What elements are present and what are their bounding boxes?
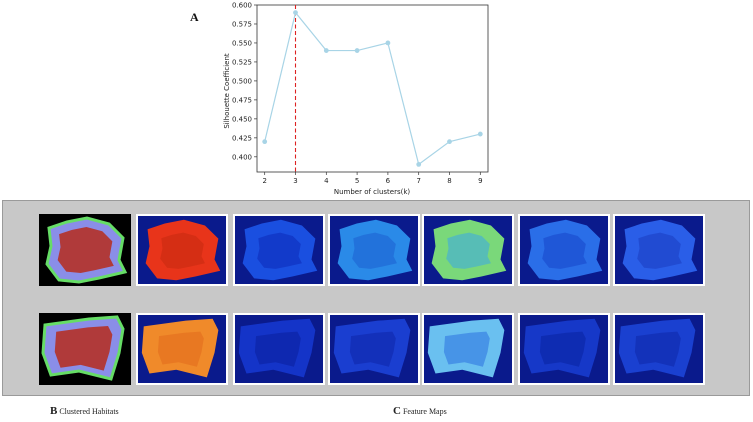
data-point <box>354 48 360 53</box>
feature-map <box>422 214 514 286</box>
x-tick-label: 9 <box>478 177 482 185</box>
clustered-habitat-map <box>39 214 131 286</box>
feature-map <box>233 214 325 286</box>
data-point <box>262 139 268 145</box>
x-axis-label: Number of clusters(k) <box>334 188 411 196</box>
chart-marks <box>262 5 483 172</box>
panel-c-letter: C <box>393 405 401 417</box>
panel-c-caption: Feature Maps <box>402 407 447 416</box>
y-axis-label: Silhouette Coefficient <box>223 53 231 129</box>
y-tick-label: 0.525 <box>232 58 252 66</box>
data-point <box>477 131 483 137</box>
series-line <box>264 11 481 166</box>
data-point <box>293 10 298 15</box>
clustered-habitat-map <box>39 313 131 385</box>
x-tick-label: 2 <box>262 177 266 185</box>
feature-map <box>328 313 420 385</box>
silhouette-chart: 2 3 4 5 6 7 8 9 0.400 0.425 0.450 0.475 0.500 0.525 0.… <box>223 2 489 196</box>
data-point <box>323 48 329 53</box>
x-tick-label: 7 <box>416 177 420 185</box>
feature-map <box>233 313 325 385</box>
chart-axes: 2 3 4 5 6 7 8 9 0.400 0.425 0.450 0.475 0.500 0.525 0.… <box>232 2 489 185</box>
feature-map <box>422 313 514 385</box>
x-tick-label: 5 <box>355 177 359 185</box>
feature-map <box>518 214 610 286</box>
y-tick-label: 0.575 <box>232 20 252 28</box>
panel-b-caption: Clustered Habitats <box>59 407 119 416</box>
caption-c: C Feature Maps <box>393 405 447 417</box>
x-tick-label: 8 <box>447 177 451 185</box>
feature-map <box>136 313 228 385</box>
y-tick-label: 0.450 <box>232 115 252 123</box>
data-point <box>385 40 391 46</box>
data-point <box>416 162 422 167</box>
feature-map <box>328 214 420 286</box>
feature-map <box>136 214 228 286</box>
feature-map <box>518 313 610 385</box>
feature-map <box>613 313 705 385</box>
panel-a-letter: A <box>190 10 199 24</box>
panel-b-letter: B <box>50 405 58 417</box>
y-tick-label: 0.500 <box>232 77 252 85</box>
plot-frame <box>256 4 489 173</box>
feature-map <box>613 214 705 286</box>
x-tick-label: 6 <box>386 177 391 185</box>
y-tick-label: 0.425 <box>232 134 252 142</box>
y-tick-label: 0.600 <box>232 2 252 10</box>
caption-b: B Clustered Habitats <box>50 405 119 417</box>
y-tick-label: 0.550 <box>232 39 252 47</box>
y-tick-label: 0.400 <box>232 153 252 161</box>
x-tick-label: 3 <box>293 177 297 185</box>
data-point <box>447 139 452 145</box>
y-tick-label: 0.475 <box>232 96 252 104</box>
x-tick-label: 4 <box>324 177 329 185</box>
